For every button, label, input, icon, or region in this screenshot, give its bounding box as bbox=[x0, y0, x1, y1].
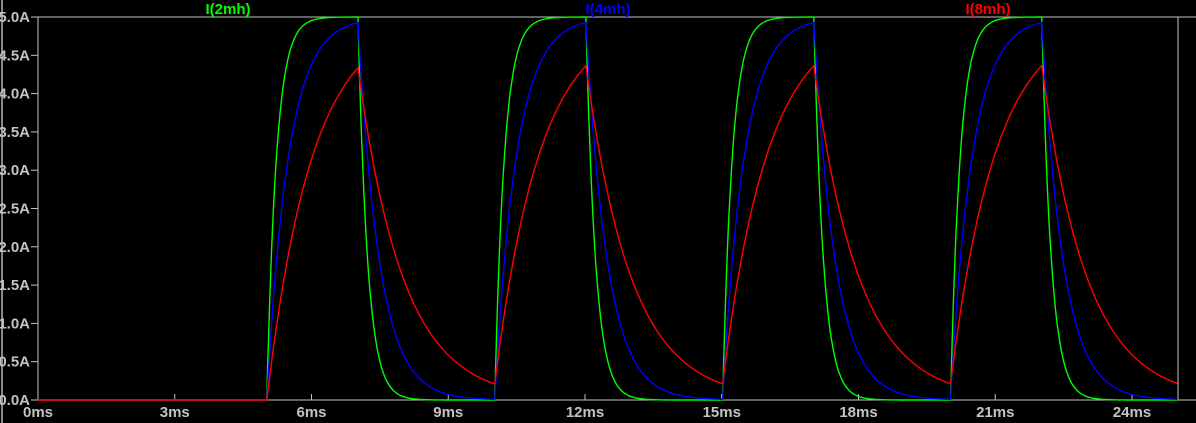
y-tick-label: 2.5A bbox=[0, 201, 30, 218]
x-tick-label: 3ms bbox=[160, 404, 190, 421]
x-tick-label: 18ms bbox=[839, 404, 877, 421]
y-tick-label: 4.5A bbox=[0, 47, 30, 64]
x-tick-label: 0ms bbox=[23, 404, 53, 421]
x-tick-label: 6ms bbox=[296, 404, 326, 421]
x-tick-label: 12ms bbox=[566, 404, 604, 421]
x-tick-label: 15ms bbox=[703, 404, 741, 421]
y-tick-label: 5.0A bbox=[0, 9, 30, 26]
trace-curves bbox=[38, 16, 1178, 401]
y-tick-label: 2.0A bbox=[0, 239, 30, 256]
trace-i8mh bbox=[38, 64, 1178, 401]
y-tick-label: 0.5A bbox=[0, 354, 30, 371]
trace-label-i2mh[interactable]: I(2mh) bbox=[206, 1, 251, 18]
y-tick-label: 3.0A bbox=[0, 162, 30, 179]
y-tick-label: 1.5A bbox=[0, 277, 30, 294]
y-tick-label: 4.0A bbox=[0, 86, 30, 103]
y-tick-label: 0.0A bbox=[0, 392, 30, 409]
plot-axes: 0.0A 0.5A 1.0A 1.5A 2.0A 2.5A 3.0A 3.5A 4.0A 4.5A… bbox=[0, 9, 1196, 421]
x-tick-label: 21ms bbox=[976, 404, 1014, 421]
trace-label-i4mh[interactable]: I(4mh) bbox=[586, 1, 631, 18]
trace-legend: I(2mh) I(4mh) I(8mh) bbox=[206, 1, 1011, 18]
y-tick-label: 3.5A bbox=[0, 124, 30, 141]
trace-i4mh bbox=[38, 21, 1178, 401]
trace-i2mh bbox=[38, 16, 1178, 401]
y-tick-label: 1.0A bbox=[0, 315, 30, 332]
trace-label-i8mh[interactable]: I(8mh) bbox=[966, 1, 1011, 18]
x-tick-label: 9ms bbox=[433, 404, 463, 421]
x-tick-label: 24ms bbox=[1113, 404, 1151, 421]
